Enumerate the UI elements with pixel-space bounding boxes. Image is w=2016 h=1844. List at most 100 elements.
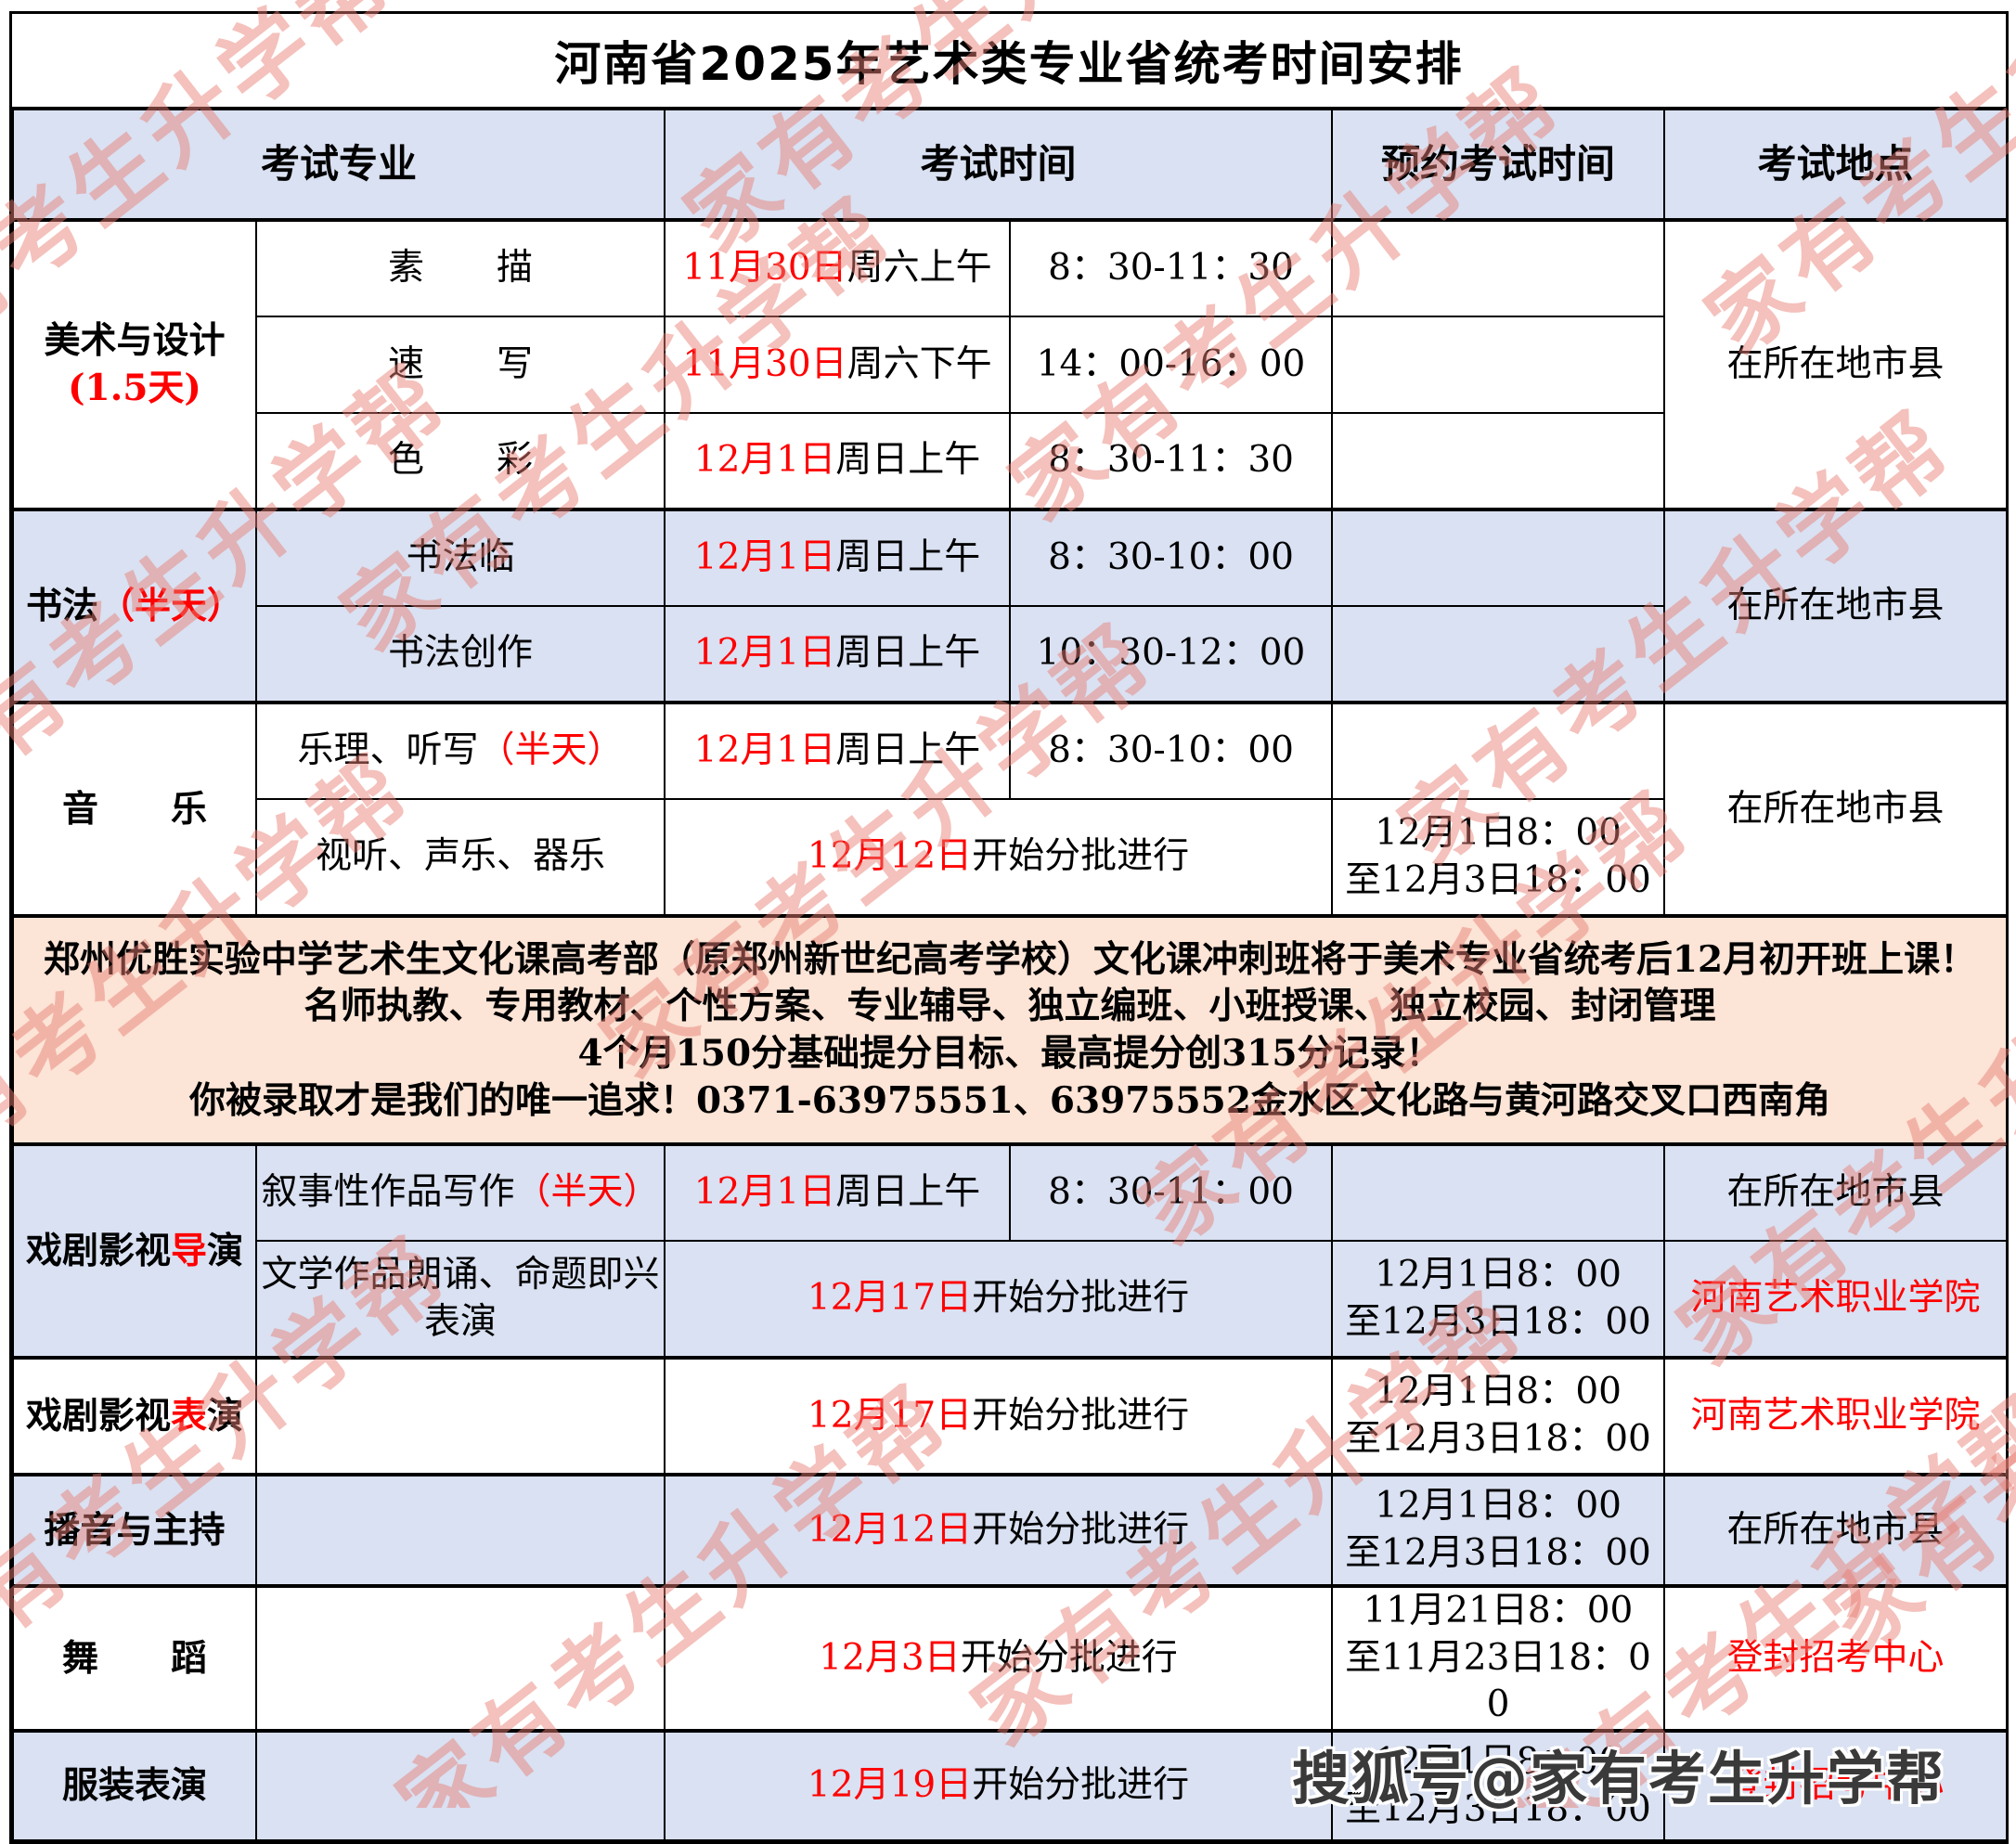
booking-cell: 11月21日8：00 至11月23日18：00 bbox=[1331, 1583, 1666, 1733]
date-value: 12月1日 bbox=[693, 536, 836, 579]
header-exam-time: 考试时间 bbox=[664, 107, 1334, 221]
booking-line1: 12月1日8：00 bbox=[1375, 1740, 1622, 1783]
table-row: 戏剧影视导演 叙事性作品写作（半天） 12月1日周日上午 8：30-11：00 … bbox=[12, 1142, 2009, 1359]
date-value: 12月1日 bbox=[693, 1171, 836, 1214]
subject-cell-creation: 书法创作 bbox=[254, 605, 666, 703]
category-name-pre: 戏剧影视 bbox=[25, 1229, 171, 1272]
date-rest: 开始分批进行 bbox=[972, 1394, 1190, 1437]
date-value: 12月19日 bbox=[807, 1764, 973, 1807]
subject-half-day: （半天） bbox=[514, 1171, 660, 1214]
table-row: 速 写 11月30日周六下午 14：00-16：00 bbox=[13, 316, 2007, 414]
category-name-post: 演 bbox=[207, 1394, 244, 1438]
table-row: 色 彩 12月1日周日上午 8：30-11：30 bbox=[13, 412, 2007, 510]
category-name-pre: 戏剧影视 bbox=[25, 1394, 171, 1438]
notice-line4: 你被录取才是我们的唯一追求！0371-63975551、63975552金水区文… bbox=[189, 1078, 1830, 1122]
table-row: 舞 蹈 12月3日开始分批进行 11月21日8：00 至11月23日18：00 … bbox=[12, 1583, 2009, 1733]
subject-cell-recitation: 文学作品朗诵、命题即兴表演 bbox=[254, 1240, 666, 1359]
category-dance: 舞 蹈 bbox=[12, 1583, 257, 1733]
date-rest: 开始分批进行 bbox=[972, 1764, 1190, 1807]
time-cell: 8：30-11：30 bbox=[1009, 412, 1334, 510]
category-name-red: 表 bbox=[170, 1394, 207, 1438]
booking-cell-empty bbox=[1331, 701, 1666, 800]
booking-cell: 12月1日8：00 至12月3日18：00 bbox=[1331, 798, 1666, 917]
date-period: 周六下午 bbox=[846, 342, 992, 385]
date-value: 12月1日 bbox=[693, 729, 836, 772]
category-calligraphy-days: （半天） bbox=[98, 584, 244, 627]
date-value: 11月30日 bbox=[682, 342, 847, 385]
date-period: 周日上午 bbox=[835, 632, 981, 675]
date-cell: 12月1日周日上午 bbox=[664, 701, 1012, 800]
date-value: 12月17日 bbox=[807, 1277, 973, 1320]
location-cell: 在所在地市县 bbox=[1663, 1473, 2009, 1587]
category-broadcasting: 播音与主持 bbox=[12, 1473, 257, 1587]
date-cell: 11月30日周六上午 bbox=[664, 218, 1012, 317]
notice-row: 郑州优胜实验中学艺术生文化课高考部（原郑州新世纪高考学校）文化课冲刺班将于美术专… bbox=[11, 914, 2009, 1145]
time-cell: 8：30-11：30 bbox=[1009, 218, 1334, 317]
subject-cell-empty bbox=[254, 1356, 666, 1476]
booking-cell: 12月1日8：00 至12月3日18：00 bbox=[1331, 1240, 1666, 1359]
time-cell: 8：30-10：00 bbox=[1009, 508, 1334, 607]
booking-cell-empty bbox=[1331, 316, 1666, 414]
date-rest: 开始分批进行 bbox=[972, 1277, 1190, 1320]
table-row: 播音与主持 12月12日开始分批进行 12月1日8：00 至12月3日18：00… bbox=[12, 1473, 2009, 1587]
table-row: 视听、声乐、器乐 12月12日开始分批进行 12月1日8：00 至12月3日18… bbox=[13, 798, 2007, 917]
header-exam-location: 考试地点 bbox=[1663, 107, 2009, 221]
booking-cell: 12月1日8：00 至12月3日18：00 bbox=[1331, 1356, 1666, 1476]
booking-line2: 至12月3日18：00 bbox=[1345, 858, 1651, 901]
subject-cell-empty bbox=[254, 1729, 666, 1842]
booking-line1: 12月1日8：00 bbox=[1375, 1371, 1622, 1413]
table-row: 音 乐 乐理、听写（半天） 12月1日周日上午 8：30-10：00 在所在地市… bbox=[12, 701, 2009, 917]
notice-line3: 4个月150分基础提分目标、最高提分创315分记录！ bbox=[577, 1032, 1442, 1075]
date-value: 12月17日 bbox=[807, 1394, 973, 1437]
table-row: 书法（半天） 书法临 12月1日周日上午 8：30-10：00 在所在地市县 bbox=[12, 508, 2009, 703]
table-row: 戏剧影视表演 12月17日开始分批进行 12月1日8：00 至12月3日18：0… bbox=[12, 1356, 2009, 1476]
notice-banner: 郑州优胜实验中学艺术生文化课高考部（原郑州新世纪高考学校）文化课冲刺班将于美术专… bbox=[11, 914, 2009, 1145]
notice-line1: 郑州优胜实验中学艺术生文化课高考部（原郑州新世纪高考学校）文化课冲刺班将于美术专… bbox=[43, 937, 1977, 981]
date-time-merged-cell: 12月17日开始分批进行 bbox=[664, 1356, 1334, 1476]
subject-cell-color: 色 彩 bbox=[254, 412, 666, 510]
booking-cell-empty bbox=[1331, 412, 1666, 510]
date-value: 12月3日 bbox=[819, 1636, 961, 1679]
location-cell: 在所在地市县 bbox=[1663, 701, 2009, 917]
date-rest: 开始分批进行 bbox=[972, 835, 1190, 878]
table-row: 书法创作 12月1日周日上午 10：30-12：00 bbox=[13, 605, 2007, 703]
subject-text: 乐理、听写 bbox=[297, 729, 479, 772]
date-time-merged-cell: 12月3日开始分批进行 bbox=[664, 1583, 1334, 1733]
date-period: 周日上午 bbox=[835, 1171, 981, 1214]
sohu-watermark: 搜狐号@家有考生升学帮 bbox=[1292, 1745, 1946, 1812]
date-period: 周六上午 bbox=[846, 247, 992, 290]
date-cell: 12月1日周日上午 bbox=[664, 412, 1012, 510]
date-value: 11月30日 bbox=[682, 247, 847, 290]
category-name-red: 导 bbox=[170, 1229, 207, 1272]
booking-line1: 12月1日8：00 bbox=[1375, 1485, 1622, 1528]
date-value: 12月1日 bbox=[693, 632, 836, 675]
date-time-merged-cell: 12月12日开始分批进行 bbox=[664, 1473, 1334, 1587]
table-header-row: 考试专业 考试时间 预约考试时间 考试地点 bbox=[11, 107, 2009, 221]
date-cell: 12月1日周日上午 bbox=[664, 1142, 1012, 1242]
booking-cell-empty bbox=[1331, 1142, 1666, 1242]
subject-cell-quick-sketch: 速 写 bbox=[254, 316, 666, 414]
page-title: 河南省2025年艺术类专业省统考时间安排 bbox=[554, 37, 1464, 91]
booking-cell-empty bbox=[1331, 605, 1666, 703]
category-art-design-name: 美术与设计 bbox=[44, 319, 226, 363]
booking-line1: 12月1日8：00 bbox=[1375, 811, 1622, 854]
date-cell: 12月1日周日上午 bbox=[664, 508, 1012, 607]
category-art-design: 美术与设计 (1.5天) bbox=[12, 218, 257, 510]
exam-schedule-table: 考试专业 考试时间 预约考试时间 考试地点 美术与设计 (1.5天) 素 描 1… bbox=[11, 107, 2009, 1842]
category-music: 音 乐 bbox=[12, 701, 257, 917]
location-cell: 在所在地市县 bbox=[1663, 508, 2009, 703]
date-cell: 11月30日周六下午 bbox=[664, 316, 1012, 414]
booking-cell-empty bbox=[1331, 508, 1666, 607]
subject-cell-narrative-writing: 叙事性作品写作（半天） bbox=[254, 1142, 666, 1242]
booking-line2: 至11月23日18：00 bbox=[1345, 1636, 1651, 1726]
table-row: 文学作品朗诵、命题即兴表演 12月17日开始分批进行 12月1日8：00 至12… bbox=[13, 1240, 2009, 1359]
booking-cell: 12月1日8：00 至12月3日18：00 bbox=[1331, 1473, 1666, 1587]
location-cell: 在所在地市县 bbox=[1663, 1142, 2009, 1242]
notice-line2: 名师执教、专用教材、个性方案、专业辅导、独立编班、小班授课、独立校园、封闭管理 bbox=[304, 985, 1716, 1028]
date-rest: 开始分批进行 bbox=[972, 1508, 1190, 1551]
date-time-merged-cell: 12月12日开始分批进行 bbox=[664, 798, 1334, 917]
schedule-table-frame: 河南省2025年艺术类专业省统考时间安排 考试专业 考试时间 预约考试时间 考试… bbox=[9, 11, 2009, 1844]
category-name-post: 演 bbox=[207, 1229, 244, 1272]
category-art-design-days: (1.5天) bbox=[68, 367, 201, 409]
subject-cell-sketch: 素 描 bbox=[254, 218, 666, 317]
